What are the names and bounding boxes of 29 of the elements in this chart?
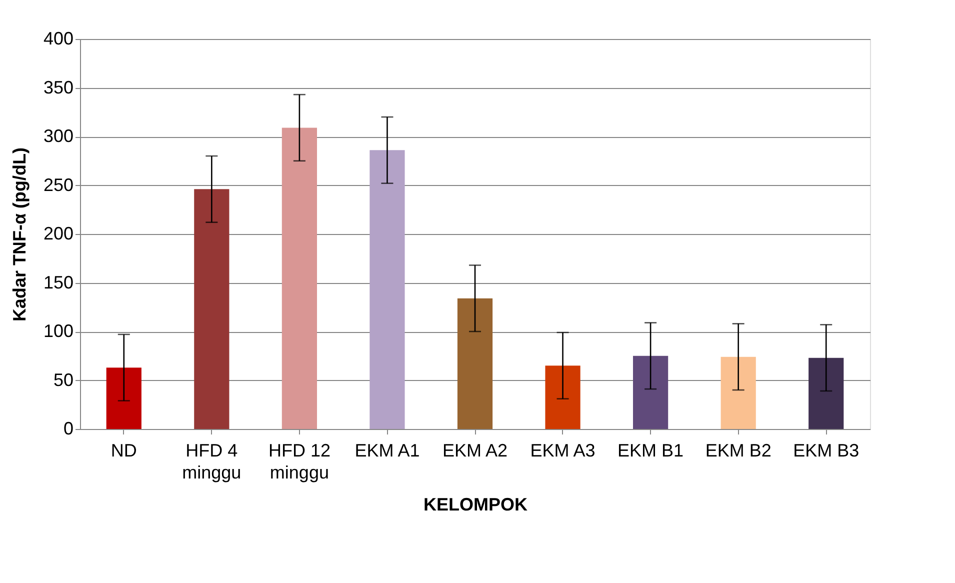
y-tick-label: 250 bbox=[43, 174, 74, 195]
x-tick-label: HFD 12 minggu bbox=[268, 440, 330, 482]
x-tick-label: EKM A3 bbox=[530, 440, 596, 460]
bar bbox=[808, 358, 844, 429]
y-tick-label: 100 bbox=[43, 321, 74, 341]
y-axis-title: Kadar TNF-α (pg/dL) bbox=[9, 147, 30, 322]
x-tick-label: EKM A1 bbox=[354, 440, 420, 460]
bar bbox=[194, 189, 230, 429]
bar bbox=[633, 356, 668, 429]
y-tick-label: 350 bbox=[43, 77, 74, 98]
bar bbox=[720, 356, 756, 429]
x-tick-label: EKM B2 bbox=[705, 440, 772, 460]
y-tick-label: 400 bbox=[43, 28, 74, 48]
bar bbox=[106, 368, 142, 429]
x-tick-label: EKM B3 bbox=[793, 440, 860, 460]
x-tick-label: EKM A2 bbox=[442, 440, 508, 460]
bar bbox=[370, 150, 405, 429]
bar bbox=[545, 366, 580, 429]
y-tick-label: 300 bbox=[43, 126, 74, 146]
x-axis-title: KELOMPOK bbox=[423, 494, 528, 514]
x-tick-label: EKM B1 bbox=[618, 440, 684, 460]
y-tick-label: 150 bbox=[43, 272, 74, 292]
bar bbox=[457, 298, 493, 429]
bar bbox=[282, 128, 317, 429]
x-tick-label: ND bbox=[110, 440, 137, 460]
y-tick-label: 50 bbox=[53, 370, 74, 390]
x-tick-label: HFD 4 minggu bbox=[182, 440, 242, 482]
y-tick-label: 200 bbox=[43, 224, 74, 244]
y-tick-label: 0 bbox=[63, 418, 74, 438]
